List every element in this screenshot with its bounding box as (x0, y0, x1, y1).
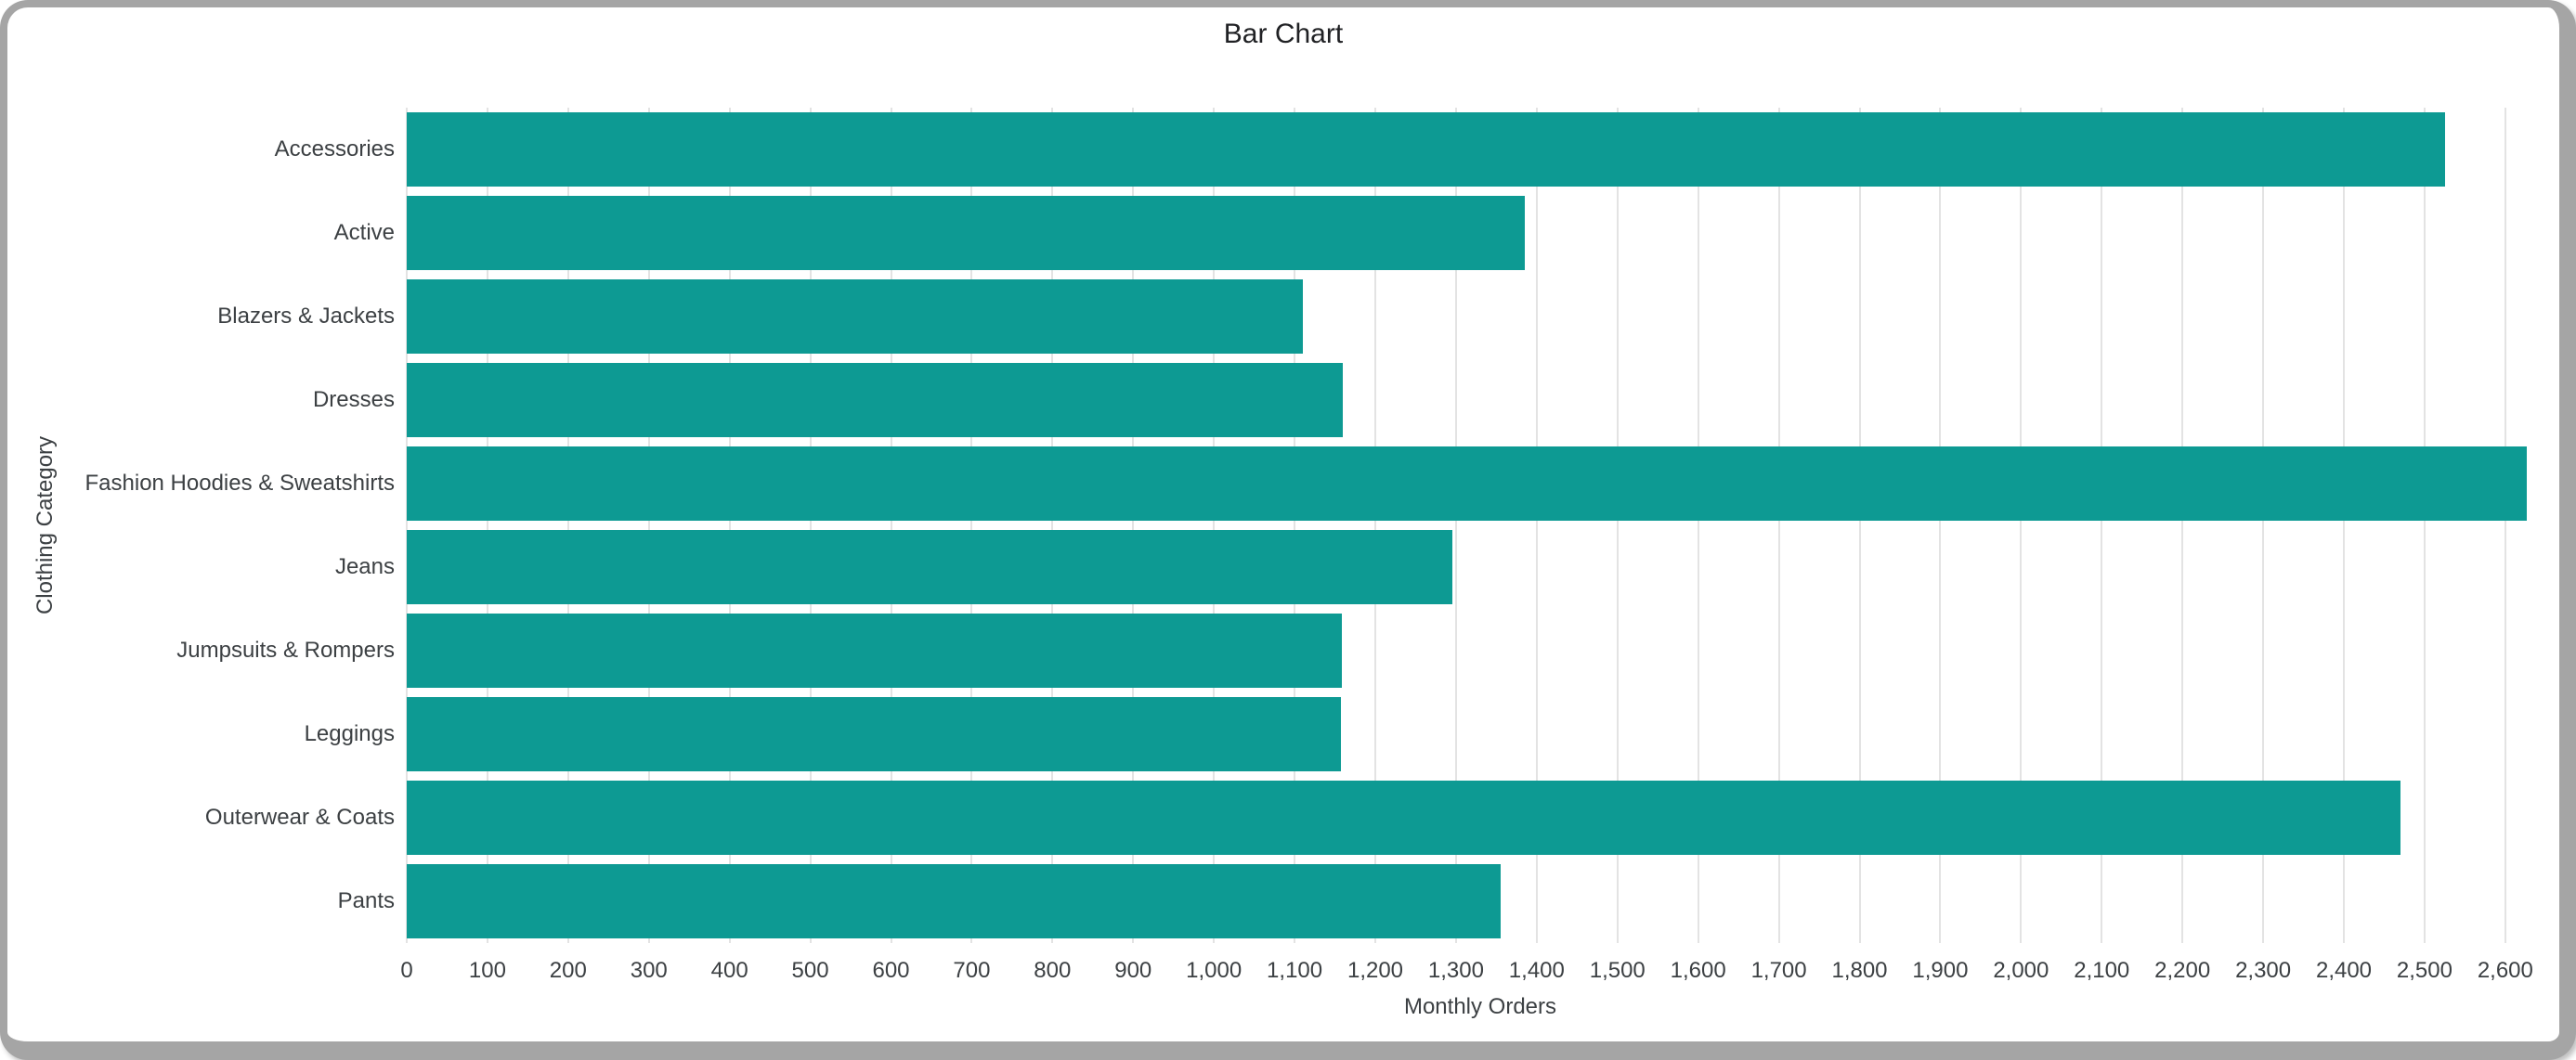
x-axis-ticks: 0 100 200 300 400 500 600 700 800 900 1,000 1,100 1,… (400, 958, 2554, 986)
y-axis-labels: Accessories Active Blazers & Jackets Dresse… (7, 108, 396, 943)
x-tick-label: 1,700 (1750, 958, 1807, 983)
bar-active[interactable] (407, 196, 1525, 270)
x-tick-label: 700 (953, 958, 991, 983)
x-axis-title: Monthly Orders (1403, 994, 1557, 1019)
gridline (2101, 108, 2103, 943)
gridline (2343, 108, 2345, 943)
bar-leggings[interactable] (407, 697, 1341, 771)
gridline (1454, 108, 1457, 943)
y-category-label: Leggings (304, 721, 395, 746)
chart-title: Bar Chart (1223, 19, 1344, 49)
gridline (406, 108, 408, 943)
gridline (566, 108, 569, 943)
x-tick-label: 1,200 (1347, 958, 1404, 983)
y-category-label: Dresses (312, 387, 395, 412)
x-tick-label: 2,100 (2074, 958, 2130, 983)
gridline (2504, 108, 2506, 943)
x-tick-label: 200 (549, 958, 587, 983)
x-tick-label: 300 (630, 958, 668, 983)
gridline (1939, 108, 1942, 943)
bar-outerwear-coats[interactable] (407, 781, 2400, 855)
x-tick-label: 2,600 (2477, 958, 2533, 983)
bar-chart: Bar Chart Clothing Category Accessories A… (7, 7, 2559, 1041)
x-tick-label: 1,800 (1831, 958, 1888, 983)
x-tick-label: 2,400 (2315, 958, 2373, 983)
gridline (2423, 108, 2426, 943)
bar-fashion-hoodies-sweatshirts[interactable] (407, 446, 2528, 521)
gridline (809, 108, 812, 943)
x-tick-label: 1,300 (1427, 958, 1484, 983)
y-category-label: Accessories (274, 136, 395, 162)
gridline (1374, 108, 1376, 943)
gridline (647, 108, 650, 943)
x-tick-label: 1,400 (1508, 958, 1565, 983)
gridline (1213, 108, 1216, 943)
x-tick-label: 100 (468, 958, 506, 983)
x-tick-label: 2,300 (2235, 958, 2292, 983)
gridline (2020, 108, 2023, 943)
gridline (728, 108, 731, 943)
x-tick-label: 2,200 (2154, 958, 2211, 983)
gridline (1777, 108, 1780, 943)
bar-pants[interactable] (407, 864, 1501, 938)
gridline (1294, 108, 1296, 943)
y-category-label: Jeans (334, 554, 395, 579)
gridline (1132, 108, 1135, 943)
bar-blazers-jackets[interactable] (407, 279, 1303, 354)
x-tick-label: 900 (1114, 958, 1152, 983)
x-tick-label: 1,600 (1670, 958, 1726, 983)
bar-jumpsuits-rompers[interactable] (407, 614, 1343, 688)
y-category-label: Pants (337, 888, 395, 913)
bar-dresses[interactable] (407, 363, 1344, 437)
x-tick-label: 600 (872, 958, 910, 983)
gridline (1697, 108, 1699, 943)
bar-accessories[interactable] (407, 112, 2445, 187)
y-category-label: Outerwear & Coats (204, 805, 395, 830)
gridline (486, 108, 488, 943)
x-tick-label: 1,900 (1912, 958, 1969, 983)
gridline (1051, 108, 1054, 943)
gridline (1616, 108, 1619, 943)
y-category-label: Fashion Hoodies & Sweatshirts (85, 471, 396, 496)
gridline (2262, 108, 2265, 943)
plot-area (406, 108, 2554, 943)
x-tick-label: 1,500 (1589, 958, 1646, 983)
x-tick-label: 1,100 (1267, 958, 1323, 983)
bar-jeans[interactable] (407, 530, 1453, 604)
x-tick-label: 1,000 (1186, 958, 1242, 983)
x-tick-label: 500 (791, 958, 829, 983)
x-tick-label: 400 (710, 958, 748, 983)
y-category-label: Jumpsuits & Rompers (176, 638, 395, 663)
x-tick-label: 800 (1034, 958, 1072, 983)
gridline (970, 108, 973, 943)
gridline (890, 108, 892, 943)
gridline (2181, 108, 2184, 943)
gridline (1858, 108, 1861, 943)
y-category-label: Blazers & Jackets (217, 304, 395, 329)
y-category-label: Active (333, 220, 395, 245)
x-tick-label: 2,000 (1993, 958, 2049, 983)
gridline (1535, 108, 1538, 943)
x-tick-label: 2,500 (2396, 958, 2452, 983)
x-tick-label: 0 (400, 958, 413, 983)
